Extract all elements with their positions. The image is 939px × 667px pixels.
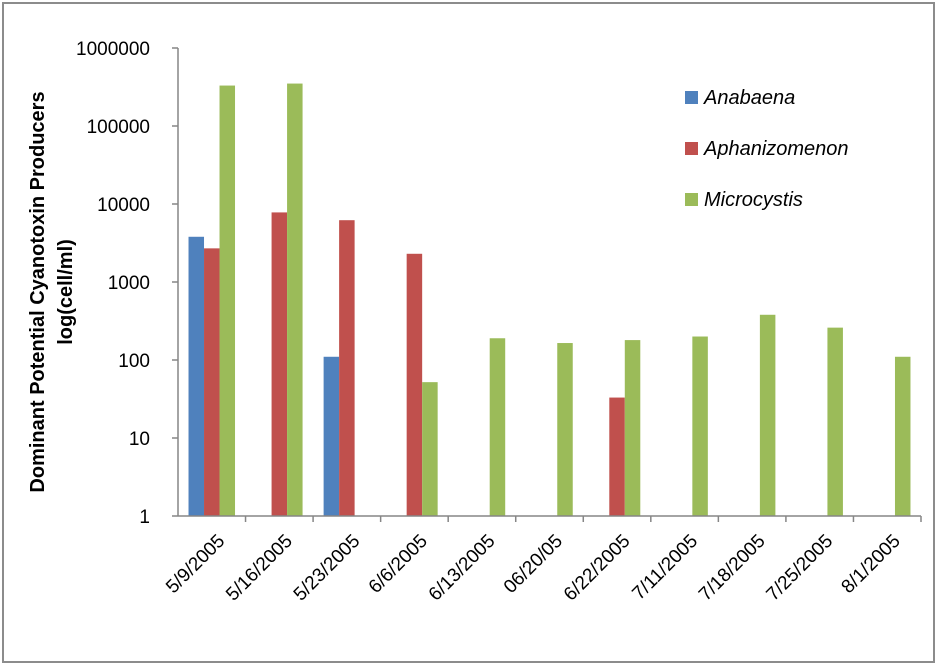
legend-swatch-anabaena — [685, 91, 698, 104]
legend-swatch-aphanizomenon — [685, 142, 698, 155]
legend-label-aphanizomenon: Aphanizomenon — [703, 138, 849, 160]
x-tick-label: 5/9/2005 — [162, 531, 229, 598]
y-axis-label: Dominant Potential Cyanotoxin Producers … — [27, 91, 77, 492]
x-tick-label: 7/18/2005 — [695, 531, 770, 606]
bar-aphanizomenon-1 — [271, 212, 288, 516]
bar-aphanizomenon-3 — [406, 253, 423, 517]
x-tick-label: 8/1/2005 — [838, 531, 905, 598]
x-tick-label: 7/11/2005 — [628, 531, 702, 605]
y-ticks: 1 10 100 1000 10000 100000 1000000 — [76, 39, 178, 528]
x-tick-label: 6/6/2005 — [365, 531, 432, 598]
legend: Anabaena Aphanizomenon Microcystis — [685, 87, 849, 211]
bar-aphanizomenon-2 — [339, 220, 355, 516]
bar-aphanizomenon-0 — [204, 248, 220, 516]
y-tick-label: 100000 — [87, 117, 150, 138]
x-tick-label: 6/22/2005 — [560, 531, 635, 606]
y-axis-label-line1: Dominant Potential Cyanotoxin Producers — [27, 91, 49, 492]
bar-microcystis-4 — [489, 338, 506, 516]
x-tick-label: 6/13/2005 — [425, 531, 500, 606]
bars — [188, 83, 911, 517]
chart-svg: Dominant Potential Cyanotoxin Producers … — [27, 39, 922, 606]
legend-label-anabaena: Anabaena — [703, 87, 795, 109]
bar-anabaena-0 — [188, 236, 205, 516]
bar-microcystis-1 — [287, 83, 303, 517]
y-tick-label: 1 — [139, 507, 150, 528]
bar-microcystis-5 — [557, 343, 573, 516]
y-tick-label: 1000 — [108, 273, 150, 294]
x-tick-label: 7/25/2005 — [763, 531, 838, 606]
bar-aphanizomenon-6 — [609, 397, 625, 516]
x-tick-label: 5/23/2005 — [290, 531, 365, 606]
x-tick-label: 5/16/2005 — [222, 531, 297, 606]
y-tick-label: 10 — [129, 429, 150, 450]
bar-microcystis-9 — [827, 327, 843, 516]
bar-microcystis-3 — [422, 382, 438, 516]
bar-microcystis-10 — [894, 356, 911, 516]
bar-microcystis-0 — [219, 85, 236, 517]
bar-microcystis-7 — [692, 336, 708, 516]
y-tick-label: 1000000 — [76, 39, 150, 60]
bar-microcystis-6 — [624, 340, 641, 516]
legend-swatch-microcystis — [685, 193, 698, 206]
legend-label-microcystis: Microcystis — [704, 189, 803, 211]
y-tick-label: 100 — [118, 351, 150, 372]
x-tick-label: 06/20/05 — [500, 531, 567, 598]
bar-microcystis-8 — [759, 314, 776, 516]
bar-anabaena-2 — [323, 356, 340, 516]
y-tick-label: 10000 — [97, 195, 150, 216]
y-axis-label-line2: log(cell/ml) — [55, 239, 77, 345]
